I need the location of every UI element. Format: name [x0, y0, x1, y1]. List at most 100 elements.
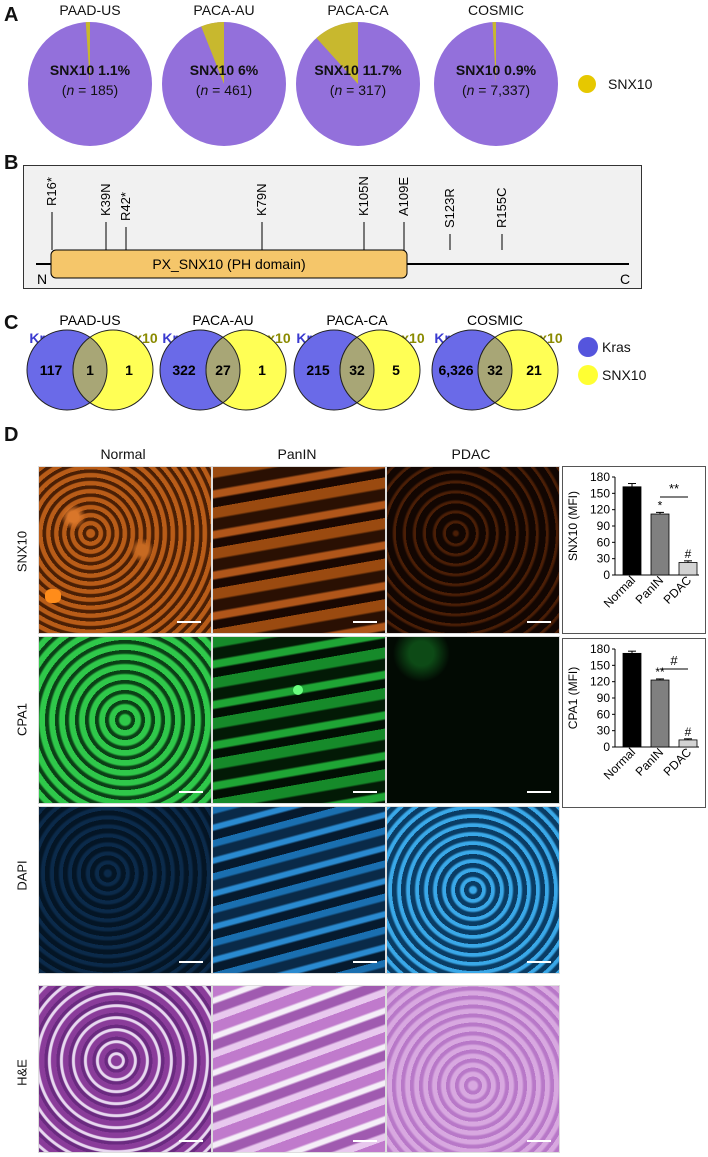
bar-chart-cpa1-box: 0 30 60 90 120 150 180 CPA1 (MFI) Normal ** PanIN #…: [562, 638, 706, 808]
micrograph-he-panin: [212, 985, 386, 1153]
bracket-significance-mark: **: [669, 481, 679, 496]
n-italic: n: [200, 82, 209, 98]
micrograph-cpa1-pdac: [386, 636, 560, 804]
venn-title: PACA-AU: [192, 312, 253, 328]
y-tick-label: 30: [597, 552, 611, 566]
venn-paca-ca: PACA-CAKrasSnx10215325: [293, 312, 425, 411]
n-prefix: (: [61, 82, 67, 98]
bar-normal: [622, 486, 642, 576]
column-header-panin: PanIN: [277, 446, 317, 462]
bar-chart-snx10-box: 0 30 60 90 120 150 180 SNX10 (MFI) Normal * PanIN #…: [562, 466, 706, 634]
venn-kras-count: 117: [40, 362, 63, 378]
venn-snx10-count: 1: [125, 362, 133, 378]
mutation-label: S123R: [442, 188, 457, 228]
scale-bar: [353, 961, 377, 963]
venn-overlap-count: 32: [349, 362, 365, 378]
scale-bar: [179, 791, 203, 793]
y-tick-label: 150: [590, 658, 610, 672]
significance-mark: #: [685, 725, 692, 739]
legend-dot-kras-icon: [578, 337, 598, 357]
venn-kras-count: 215: [306, 362, 330, 378]
scale-bar: [177, 621, 201, 623]
micrograph-cpa1-panin: [212, 636, 386, 804]
y-tick-label: 0: [603, 740, 610, 754]
y-axis-label: SNX10 (MFI): [566, 491, 580, 561]
mutation-label: A109E: [396, 177, 411, 216]
micrograph-dapi-normal: [38, 806, 212, 974]
micrograph-snx10-normal: [38, 466, 212, 634]
venn-legend: Kras SNX10: [578, 337, 698, 397]
venn-snx10-count: 1: [258, 362, 266, 378]
significance-mark: #: [685, 547, 692, 561]
pie-slice-snx10: [316, 22, 358, 84]
scale-bar: [179, 961, 203, 963]
pie-graphic: [162, 22, 286, 146]
micrograph-snx10-pdac: [386, 466, 560, 634]
significance-mark: **: [655, 665, 665, 679]
venn-snx10-count: 21: [526, 362, 542, 378]
venn-overlap: [205, 336, 241, 404]
venn-title: PAAD-US: [59, 312, 120, 328]
venn-diagrams: PAAD-USKrasSnx1011711PACA-AUKrasSnx10322…: [26, 312, 563, 411]
x-tick-label: PDAC: [661, 573, 695, 607]
y-tick-label: 60: [597, 535, 611, 549]
bar-pdac: [678, 739, 698, 748]
y-tick-label: 0: [603, 568, 610, 582]
c-terminus-label: C: [620, 271, 630, 287]
significance-mark: *: [658, 498, 663, 512]
pie-value-label: SNX10 6%: [189, 62, 259, 78]
venn-paca-au: PACA-AUKrasSnx10322271: [159, 312, 291, 411]
venn-overlap-count: 1: [86, 362, 94, 378]
scale-bar: [527, 1140, 551, 1142]
panel-c-letter: C: [4, 312, 19, 334]
pie-graphic: [296, 22, 420, 146]
pie-title: COSMIC: [468, 2, 524, 18]
micrograph-snx10-panin: [212, 466, 386, 634]
pie-slice-snx10: [85, 22, 90, 84]
protein-diagram: PX_SNX10 (PH domain) N C R16* K39N R42* K79…: [36, 176, 630, 287]
y-tick-label: 90: [597, 691, 611, 705]
y-tick-label: 180: [590, 642, 610, 656]
n-prefix: (: [329, 82, 335, 98]
venn-overlap: [477, 336, 513, 404]
venn-overlap: [72, 336, 108, 404]
row-label-he: H&E: [14, 1059, 30, 1086]
pie-chart-cosmic: COSMIC SNX10 0.9% (n = 7,337): [432, 0, 560, 150]
x-tick-label: PanIN: [633, 573, 666, 606]
venn-paad-us: PAAD-USKrasSnx1011711: [26, 312, 158, 411]
y-tick-label: 150: [590, 486, 610, 500]
row-label-snx10: SNX10: [14, 530, 30, 573]
n-italic: n: [66, 82, 75, 98]
venn-snx10-count: 5: [392, 362, 400, 378]
bar-pdac: [678, 562, 698, 576]
row-label-dapi: DAPI: [14, 860, 30, 891]
pie-value-label: SNX10 1.1%: [49, 62, 131, 78]
bar-normal: [622, 652, 642, 748]
venn-title: COSMIC: [467, 312, 523, 328]
y-tick-label: 120: [590, 503, 610, 517]
venn-overlap-count: 32: [487, 362, 503, 378]
bright-spot: [45, 589, 61, 603]
scale-bar: [527, 961, 551, 963]
pie-chart-paca-ca: PACA-CA SNX10 11.7% (n = 317): [294, 0, 422, 150]
y-tick-label: 120: [590, 675, 610, 689]
pie-n-label: (n = 461): [160, 82, 288, 98]
legend-label-kras: Kras: [602, 339, 631, 355]
n-suffix: = 461): [208, 82, 253, 98]
venn-kras-count: 322: [172, 362, 196, 378]
pie-chart-paca-au: PACA-AU SNX10 6% (n = 461): [160, 0, 288, 150]
scale-bar: [179, 1140, 203, 1142]
venn-overlap: [339, 336, 375, 404]
column-header-normal: Normal: [100, 446, 146, 462]
pie-n-label: (n = 317): [294, 82, 422, 98]
legend-dot-snx10-icon: [578, 365, 598, 385]
mutation-label: K79N: [254, 183, 269, 216]
mutation-label: R155C: [494, 188, 509, 228]
mutation-markers: R16* K39N R42* K79N K105N A109E S123R R155C: [44, 176, 509, 250]
pie-legend: SNX10: [578, 75, 688, 95]
y-tick-label: 90: [597, 519, 611, 533]
venn-overlap-count: 27: [215, 362, 231, 378]
column-header-pdac: PDAC: [451, 446, 491, 462]
n-suffix: = 317): [342, 82, 387, 98]
